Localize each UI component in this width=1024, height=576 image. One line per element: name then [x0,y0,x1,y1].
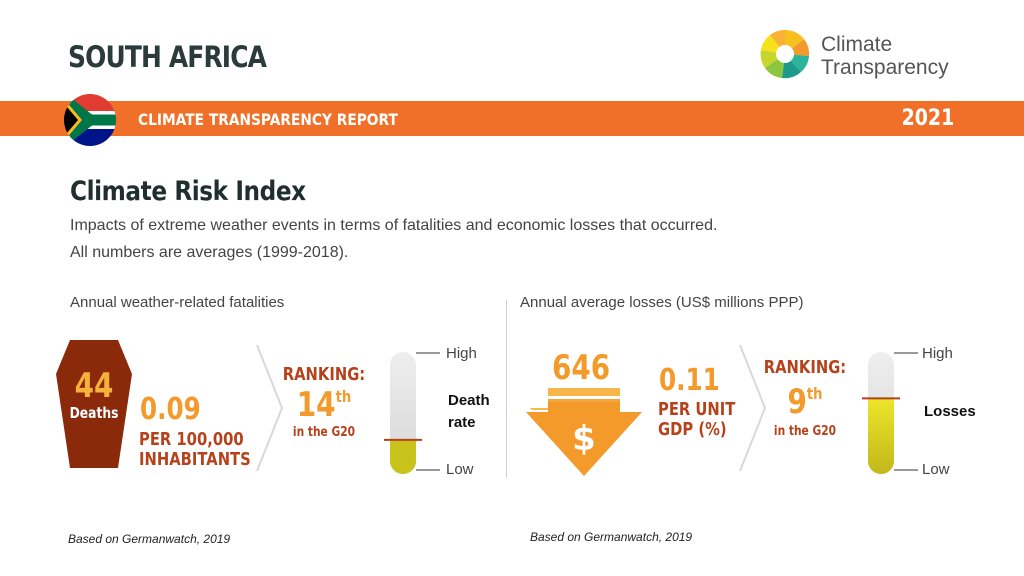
climate-transparency-logo-icon [760,29,810,79]
losses-value: 646 [552,348,611,388]
death-rate-label: Death rate [448,390,490,434]
banner-year: 2021 [901,106,954,131]
dollar-arrow-icon: $ [526,388,642,476]
south-africa-flag-icon [64,94,116,146]
losses-ranking-scope: in the G20 [773,424,837,439]
panel-divider [506,300,507,478]
logo-text: Climate Transparency [821,33,949,79]
losses-subtitle: Annual average losses (US$ millions PPP) [520,294,804,311]
section-description-line1: Impacts of extreme weather events in ter… [70,217,718,234]
death-rate-scale-low: Low [446,461,474,478]
coffin-icon [56,340,132,468]
losses-scale-low: Low [922,461,950,478]
fatality-rate-unit-line1: PER 100,000 [139,429,244,450]
losses-ratio-unit-line2: GDP (%) [658,419,727,440]
losses-ratio-value: 0.11 [659,363,720,398]
fatalities-ranking-suffix: th [335,387,352,406]
losses-gauge-fill [868,398,894,474]
deaths-label: Deaths [69,404,119,422]
fatality-rate-value: 0.09 [140,392,201,427]
death-rate-label-line1: Death [448,392,490,409]
losses-ranking-value: 9th [760,382,850,422]
death-rate-scale-high: High [446,345,477,362]
fatalities-ranking-value: 14th [279,385,369,425]
losses-ranking-number: 9 [787,382,807,422]
losses-source: Based on Germanwatch, 2019 [530,530,693,544]
losses-ranking-suffix: th [806,384,823,403]
fatalities-ranking-number: 14 [296,385,336,425]
fatalities-subtitle: Annual weather-related fatalities [70,294,285,311]
fatality-rate-unit-line2: INHABITANTS [139,449,251,470]
country-title: SOUTH AFRICA [68,40,267,74]
fatalities-source: Based on Germanwatch, 2019 [68,532,231,546]
losses-scale-high: High [922,345,953,362]
section-title: Climate Risk Index [70,176,306,207]
losses-label: Losses [924,403,976,420]
death-rate-gauge [384,352,440,474]
death-rate-gauge-fill [390,439,416,474]
losses-gauge [862,352,918,474]
losses-ranking-label: RANKING: [763,357,847,378]
losses-ratio-unit-line1: PER UNIT [658,399,736,420]
death-rate-label-line2: rate [448,414,476,431]
logo-line1: Climate [821,33,893,56]
deaths-value: 44 [74,366,114,406]
fatality-rate-unit: PER 100,000 INHABITANTS [139,430,251,470]
section-description-line2: All numbers are averages (1999-2018). [70,244,349,261]
svg-text:$: $ [572,419,596,459]
fatalities-ranking-label: RANKING: [282,364,366,385]
fatalities-ranking-scope: in the G20 [292,425,356,440]
banner-title: CLIMATE TRANSPARENCY REPORT [138,110,398,129]
chevron-right-icon [256,344,284,472]
report-banner [0,101,1024,136]
losses-ratio-unit: PER UNIT GDP (%) [658,400,735,440]
logo-line2: Transparency [821,56,949,79]
chevron-right-icon [739,344,767,472]
